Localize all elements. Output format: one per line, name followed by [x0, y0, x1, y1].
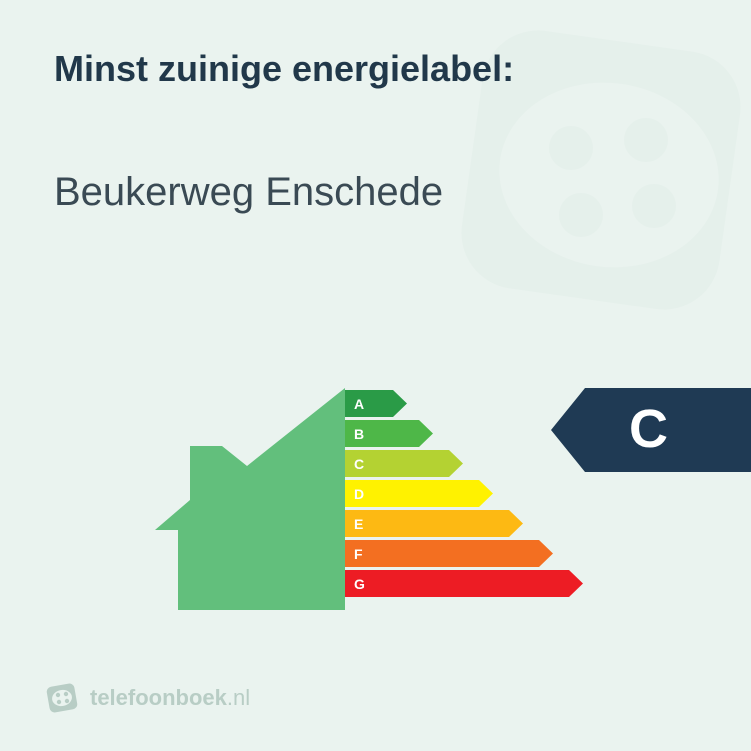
energy-bar-f: F: [345, 540, 583, 567]
footer-brand: telefoonboek.nl: [46, 681, 250, 715]
energy-bar-g: G: [345, 570, 583, 597]
energy-bar-a: A: [345, 390, 583, 417]
energy-bar-b: B: [345, 420, 583, 447]
energy-bar-label: B: [354, 427, 364, 441]
phonebook-icon: [46, 681, 80, 715]
location-subtitle: Beukerweg Enschede: [54, 170, 443, 215]
page-title: Minst zuinige energielabel:: [54, 48, 514, 90]
energy-bar-d: D: [345, 480, 583, 507]
energy-bar-label: E: [354, 517, 363, 531]
energy-bar-label: F: [354, 547, 363, 561]
energy-bar-e: E: [345, 510, 583, 537]
house-icon: [150, 388, 350, 616]
energy-bar-label: C: [354, 457, 364, 471]
brand-bold: telefoonboek: [90, 685, 227, 710]
energy-bars-group: A B C D E F G: [345, 390, 583, 600]
energy-bar-c: C: [345, 450, 583, 477]
energy-bar-label: G: [354, 577, 365, 591]
rating-tag: C: [551, 388, 751, 472]
energy-bar-label: D: [354, 487, 364, 501]
energy-bar-label: A: [354, 397, 364, 411]
brand-text: telefoonboek.nl: [90, 685, 250, 711]
brand-light: .nl: [227, 685, 250, 710]
rating-letter: C: [629, 398, 668, 460]
